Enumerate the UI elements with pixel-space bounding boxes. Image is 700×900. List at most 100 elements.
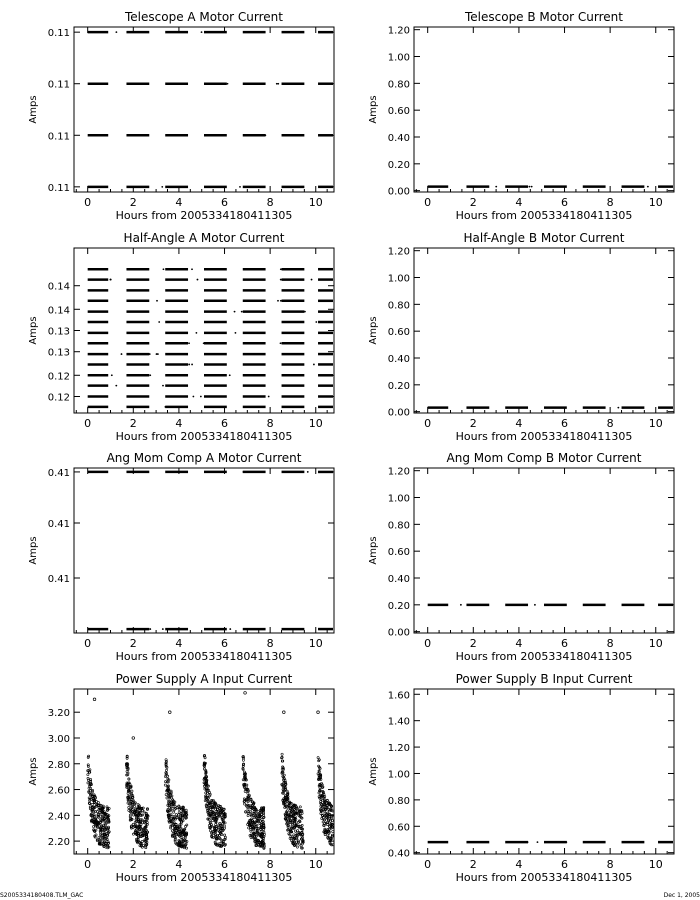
data-point <box>179 822 183 826</box>
data-point <box>212 816 215 820</box>
data-point <box>134 810 138 814</box>
data-point <box>199 395 202 398</box>
data-point <box>93 830 97 833</box>
data-point <box>128 791 132 795</box>
data-point <box>222 838 226 841</box>
data-point <box>131 826 135 830</box>
plot-frame <box>73 467 335 634</box>
data-point <box>536 841 539 844</box>
y-tick-label: 2.40 <box>48 811 70 822</box>
data-point <box>331 843 335 847</box>
data-point <box>516 185 519 188</box>
data-point <box>301 827 305 831</box>
chart-title: Half-Angle A Motor Current <box>124 231 285 245</box>
data-point <box>281 766 285 770</box>
data-point <box>205 299 208 302</box>
data-point <box>289 31 292 34</box>
data-point <box>92 697 97 701</box>
data-point <box>202 763 206 767</box>
data-point <box>139 831 143 835</box>
data-point <box>251 471 254 473</box>
data-point <box>281 759 285 763</box>
y-tick-label: 0.11 <box>48 183 70 194</box>
data-point <box>208 820 212 824</box>
data-point <box>146 278 149 281</box>
data-point <box>296 395 299 398</box>
data-point <box>282 791 285 795</box>
data-point <box>244 810 248 814</box>
data-point <box>432 841 435 844</box>
data-point <box>142 831 146 835</box>
data-point <box>175 842 179 846</box>
data-point <box>293 289 296 292</box>
chart-title: Half-Angle B Motor Current <box>464 231 625 245</box>
data-point <box>221 840 225 844</box>
data-point <box>254 808 258 811</box>
data-point <box>128 802 131 806</box>
data-point <box>226 82 229 85</box>
data-point <box>103 811 107 815</box>
x-tick-label: 6 <box>561 196 568 209</box>
data-point <box>223 833 227 837</box>
data-point <box>107 807 111 810</box>
data-point <box>249 810 253 813</box>
data-point <box>243 772 247 775</box>
y-tick-label: 1.20 <box>388 247 410 258</box>
data-point <box>202 754 206 758</box>
data-point <box>216 384 218 387</box>
data-point <box>249 829 253 833</box>
data-point <box>174 807 178 810</box>
data-point <box>254 815 257 818</box>
data-point <box>255 841 259 845</box>
data-point <box>242 471 245 473</box>
data-point <box>248 471 251 473</box>
data-point <box>161 185 164 188</box>
data-point <box>207 804 211 807</box>
data-point <box>258 817 262 820</box>
data-point <box>242 797 246 801</box>
data-point <box>208 794 212 798</box>
data-point <box>322 808 325 811</box>
data-point <box>106 846 110 850</box>
data-point <box>260 824 263 828</box>
data-point <box>286 791 290 795</box>
data-point <box>203 787 207 791</box>
data-point <box>155 353 158 355</box>
data-point <box>99 814 102 818</box>
data-point <box>220 838 224 842</box>
data-point <box>88 783 92 787</box>
data-point <box>259 835 263 838</box>
data-point <box>138 844 142 848</box>
data-point <box>173 829 177 832</box>
y-axis-label: Amps <box>368 757 379 785</box>
data-point <box>293 837 297 841</box>
data-point <box>211 810 214 813</box>
data-point <box>249 833 253 837</box>
data-point <box>431 406 433 409</box>
data-point <box>141 806 145 810</box>
x-axis-label: Hours from 2005334180411305 <box>116 430 293 443</box>
data-point <box>280 755 284 759</box>
data-point <box>206 817 210 821</box>
data-point <box>131 802 135 806</box>
data-point <box>129 826 133 830</box>
data-point <box>617 406 620 409</box>
data-point <box>316 710 320 714</box>
x-tick-label: 2 <box>130 196 137 209</box>
data-point <box>322 805 326 809</box>
data-point <box>179 831 183 835</box>
data-point <box>298 819 301 823</box>
y-axis-label: Amps <box>28 95 39 123</box>
data-point <box>234 331 237 334</box>
data-point <box>291 841 295 845</box>
data-point <box>210 835 214 839</box>
data-point <box>86 764 90 768</box>
data-point <box>134 814 138 818</box>
data-point <box>293 820 297 824</box>
data-point <box>289 830 293 834</box>
data-point <box>105 832 109 835</box>
data-point <box>321 816 325 820</box>
data-point <box>289 384 292 387</box>
data-point <box>129 808 133 812</box>
data-point <box>220 840 224 843</box>
